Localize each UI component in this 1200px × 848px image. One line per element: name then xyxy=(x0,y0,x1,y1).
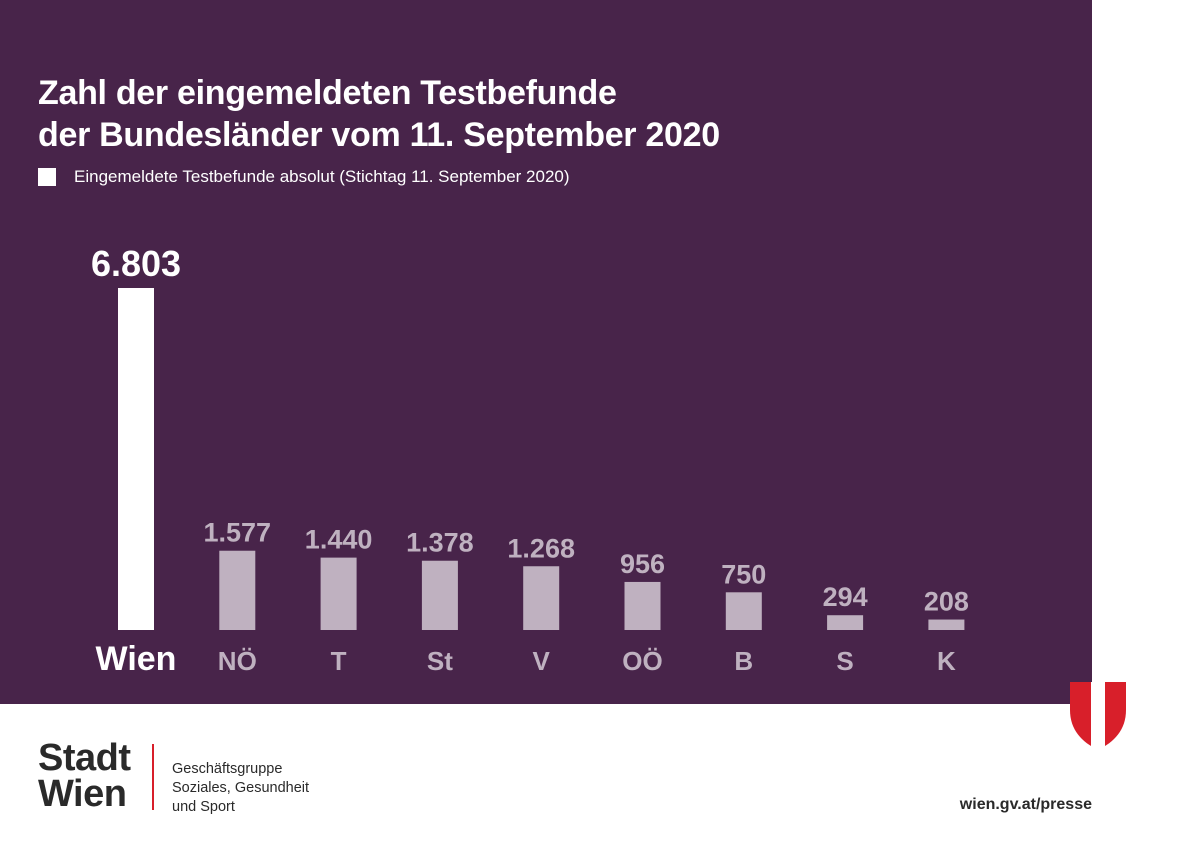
bar-K xyxy=(928,619,965,630)
department-line-3: und Sport xyxy=(172,799,235,815)
value-label-S: 294 xyxy=(823,582,868,612)
value-label-K: 208 xyxy=(924,587,969,617)
chart-panel: Zahl der eingemeldeten Testbefunde der B… xyxy=(0,0,1092,704)
value-label-Wien: 6.803 xyxy=(91,243,181,284)
category-label-T: T xyxy=(331,646,347,676)
vienna-crest-icon xyxy=(1070,682,1126,750)
chart-title-line-2: der Bundesländer vom 11. September 2020 xyxy=(38,116,720,154)
press-url-link[interactable]: wien.gv.at/presse xyxy=(959,796,1092,813)
chart-title: Zahl der eingemeldeten Testbefunde der B… xyxy=(38,72,720,156)
stadt-wien-logo: Stadt Wien xyxy=(38,737,131,815)
footer-divider xyxy=(152,744,154,810)
category-label-K: K xyxy=(937,646,956,676)
value-label-B: 750 xyxy=(721,559,766,589)
department-name: Geschäftsgruppe Soziales, Gesundheit und… xyxy=(172,760,309,817)
bar-NÖ xyxy=(219,550,256,630)
category-label-NÖ: NÖ xyxy=(218,646,257,676)
value-label-V: 1.268 xyxy=(507,533,575,563)
logo-line-1: Stadt xyxy=(38,737,131,779)
department-line-1: Geschäftsgruppe xyxy=(172,761,283,777)
category-label-OÖ: OÖ xyxy=(622,646,662,676)
bar-OÖ xyxy=(624,581,661,630)
value-label-NÖ: 1.577 xyxy=(204,518,272,548)
logo-line-2: Wien xyxy=(38,773,127,815)
chart-title-line-1: Zahl der eingemeldeten Testbefunde xyxy=(38,74,617,112)
value-label-OÖ: 956 xyxy=(620,549,665,579)
chart-legend: Eingemeldete Testbefunde absolut (Sticht… xyxy=(38,166,570,188)
category-label-St: St xyxy=(427,646,453,676)
category-label-S: S xyxy=(836,646,853,676)
legend-swatch xyxy=(38,168,56,186)
value-label-St: 1.378 xyxy=(406,528,474,558)
category-label-V: V xyxy=(533,646,551,676)
bar-Wien xyxy=(118,288,154,630)
bar-B xyxy=(725,592,762,630)
bar-St xyxy=(421,560,458,630)
department-line-2: Soziales, Gesundheit xyxy=(172,780,310,796)
bar-chart: 6.803 Wien 1.577 NÖ 1.440 T 1.378 St 1.268 V 956 OÖ… xyxy=(91,243,969,678)
category-label-Wien: Wien xyxy=(96,640,177,678)
bar-S xyxy=(827,615,864,630)
bar-T xyxy=(320,557,357,630)
legend-label: Eingemeldete Testbefunde absolut (Sticht… xyxy=(74,167,570,186)
bar-V xyxy=(523,566,560,630)
value-label-T: 1.440 xyxy=(305,525,373,555)
category-label-B: B xyxy=(734,646,753,676)
